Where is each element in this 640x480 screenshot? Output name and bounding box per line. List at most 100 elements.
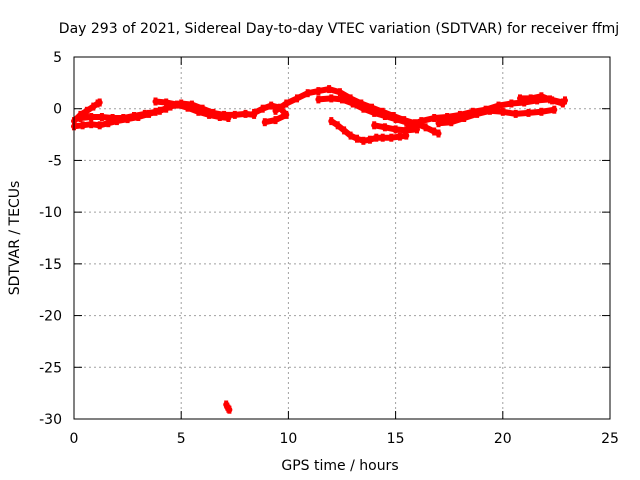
data-point <box>348 94 353 103</box>
data-point <box>404 118 409 127</box>
data-point <box>99 113 104 121</box>
data-point <box>164 104 169 113</box>
data-point <box>95 99 100 108</box>
data-point <box>316 87 321 96</box>
data-point <box>217 113 222 121</box>
data-point <box>207 110 212 119</box>
data-point <box>393 125 398 134</box>
data-point <box>500 107 505 116</box>
x-tick-label: 20 <box>494 431 512 447</box>
data-point <box>404 126 409 135</box>
data-point <box>372 108 377 117</box>
data-point <box>475 109 480 118</box>
data-point <box>350 99 355 108</box>
data-point <box>539 92 544 101</box>
tick-labels: 0 5 10 15 20 25 5 0 -5 -10 -15 -20 -25 -30 <box>39 50 619 447</box>
data-point <box>121 114 126 122</box>
y-tick-label: -10 <box>39 205 62 221</box>
data-point <box>487 106 492 115</box>
data-point <box>415 125 419 134</box>
data-point <box>528 94 533 103</box>
data-point <box>269 101 274 110</box>
data-point <box>432 114 437 122</box>
data-point <box>295 94 299 103</box>
data-point <box>432 127 437 136</box>
data-point <box>335 121 340 130</box>
data-point <box>539 107 544 116</box>
data-point <box>106 119 111 128</box>
data-point <box>200 104 205 113</box>
axes <box>73 56 611 420</box>
data-point <box>114 117 119 126</box>
data-point <box>382 123 387 132</box>
data-point <box>227 405 232 414</box>
data-point <box>380 107 385 116</box>
data-point <box>316 95 321 104</box>
data-point <box>262 118 267 127</box>
series-track-11 <box>435 106 558 127</box>
data-point <box>196 107 201 116</box>
data-point <box>509 99 514 108</box>
data-point <box>142 109 147 118</box>
data-point <box>382 112 387 120</box>
data-point <box>132 112 136 120</box>
data-point <box>226 114 231 122</box>
data-point <box>329 117 334 126</box>
data-point <box>535 96 540 105</box>
data-point <box>327 85 332 94</box>
y-tick-label: -20 <box>39 309 62 325</box>
data-point <box>252 108 257 117</box>
y-tick-label: -5 <box>48 153 62 169</box>
data-point <box>97 98 102 107</box>
data-point <box>370 103 374 112</box>
series-track-7 <box>315 95 420 128</box>
data-point <box>397 132 402 141</box>
data-point <box>404 131 409 140</box>
data-point <box>445 113 450 121</box>
data-point <box>436 119 441 128</box>
data-point <box>550 96 555 105</box>
data-point <box>423 123 428 132</box>
data-point <box>189 100 194 109</box>
data-point <box>174 100 179 109</box>
data-point <box>337 88 342 97</box>
data-point <box>389 133 394 142</box>
data-point <box>164 98 169 107</box>
data-point <box>80 121 85 130</box>
data-point <box>560 99 565 108</box>
plot-frame <box>73 56 611 420</box>
data-point <box>284 99 289 108</box>
data-point <box>513 109 518 118</box>
data-point <box>78 114 83 122</box>
x-tick-label: 5 <box>177 431 186 447</box>
data-point <box>153 107 158 116</box>
x-tick-label: 15 <box>387 431 405 447</box>
data-point <box>522 98 527 107</box>
data-point <box>393 115 398 124</box>
data-point <box>273 106 278 115</box>
y-tick-label: -15 <box>39 257 62 273</box>
data-point <box>89 120 94 129</box>
data-point <box>110 114 115 122</box>
data-point <box>273 116 278 125</box>
data-point <box>340 95 344 104</box>
data-point <box>470 107 475 116</box>
y-axis-title: SDTVAR / TECUs <box>7 181 23 296</box>
data-point <box>449 118 454 127</box>
data-point <box>342 126 347 135</box>
data-point <box>462 114 467 122</box>
data-point <box>355 134 359 143</box>
x-tick-label: 0 <box>70 431 79 447</box>
data-point <box>406 121 411 130</box>
data-point <box>84 106 89 115</box>
data-point <box>436 129 441 138</box>
data-point <box>329 94 334 103</box>
data-point <box>243 109 248 118</box>
data-point <box>563 96 567 105</box>
y-tick-label: -30 <box>39 412 62 428</box>
data-point <box>348 131 353 140</box>
data-point <box>359 99 364 108</box>
data-point <box>89 113 94 121</box>
x-tick-label: 10 <box>279 431 297 447</box>
